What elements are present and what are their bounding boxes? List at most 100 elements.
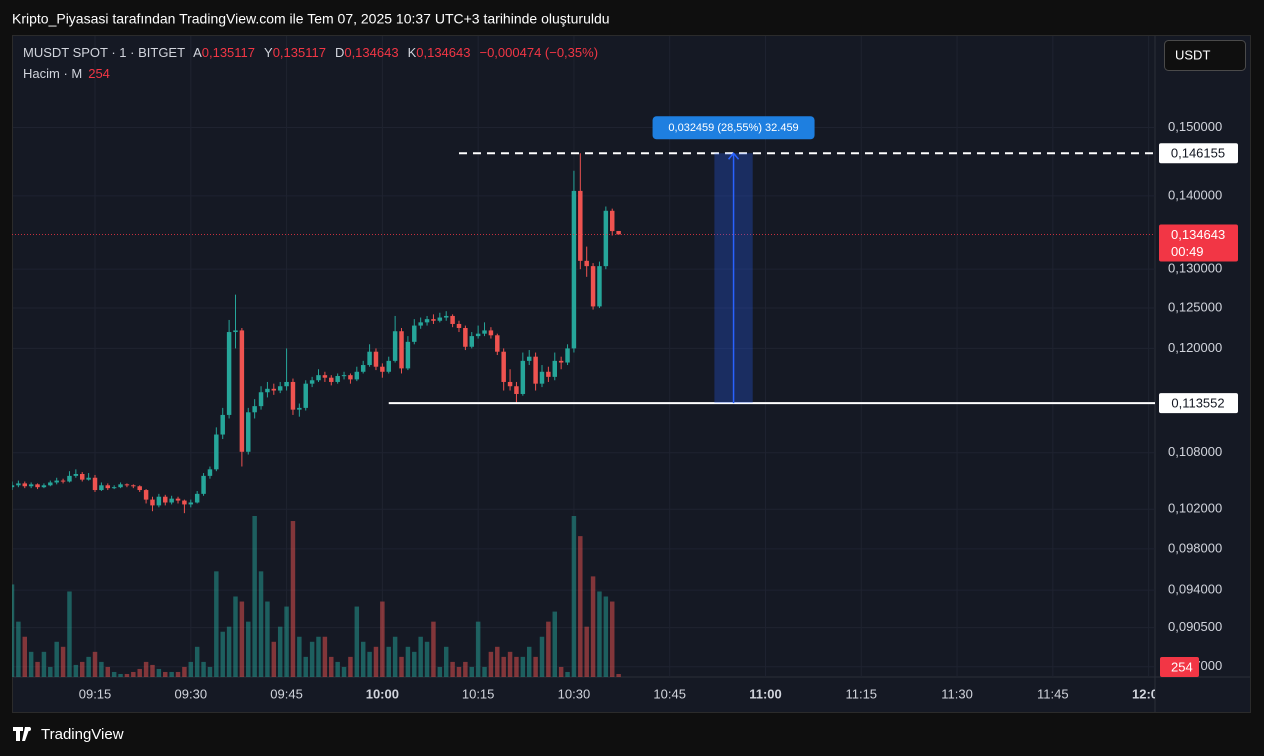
candle-body — [92, 477, 98, 491]
volume-bar — [463, 661, 468, 677]
volume-bar — [475, 621, 481, 677]
candle-body — [367, 351, 372, 366]
candle-body — [80, 473, 85, 480]
volume-bar — [495, 646, 500, 677]
x-tick-label: 09:15 — [79, 686, 112, 701]
candle-body — [418, 322, 423, 326]
volume-bar — [539, 636, 545, 677]
footer-logo — [13, 727, 31, 741]
axes: 0,150000 0,140000 0,130000 0,125000 0,120000… — [79, 116, 1238, 701]
y-tick-label: 0,098000 — [1168, 540, 1222, 555]
candle-body — [424, 319, 430, 323]
volume-bar — [341, 666, 347, 677]
price-badge-label: 0,146155 — [1171, 146, 1225, 161]
volume-bar — [54, 641, 59, 677]
volume-bar — [386, 646, 391, 677]
volume-bar — [41, 651, 47, 677]
candle-body — [124, 484, 130, 486]
candle-body — [41, 485, 47, 488]
volume-bar — [609, 601, 615, 677]
candle-body — [137, 486, 142, 491]
volume-bar — [163, 671, 168, 677]
volume-bar — [482, 666, 487, 677]
y-tick-label: 0,150000 — [1168, 119, 1222, 134]
volume-bar — [246, 621, 251, 677]
legend-key: D — [335, 45, 344, 60]
candle-body — [392, 331, 398, 361]
candle-body — [309, 380, 315, 384]
candle-body — [105, 485, 111, 489]
price-badge — [1159, 143, 1238, 164]
candle-body — [354, 371, 360, 380]
volume-bar — [578, 536, 583, 677]
legend-change: −0,000474 (−0,35%) — [479, 45, 598, 60]
volume-bar — [424, 641, 430, 677]
volume-bar — [399, 656, 404, 677]
volume-bar — [616, 673, 621, 677]
chart-panel — [12, 35, 1251, 713]
volume-bar — [603, 596, 609, 677]
candle-body — [450, 315, 455, 324]
volume-bar — [501, 656, 506, 677]
currency[interactable]: USDT — [1175, 47, 1210, 62]
candle-body — [533, 356, 538, 384]
candle-body — [609, 210, 615, 232]
volume-bar — [214, 571, 219, 677]
candle-body — [475, 333, 481, 337]
candle-body — [329, 377, 334, 382]
candle-body — [469, 336, 474, 347]
candle-body — [16, 483, 21, 486]
x-tick-label: 11:15 — [845, 686, 877, 701]
candle-body — [603, 210, 609, 267]
volume-bar — [297, 636, 302, 677]
candle-body — [373, 351, 379, 367]
volume-legend: Hacim · M 254 — [23, 66, 110, 81]
volume-bar — [456, 666, 462, 677]
volume-bar — [520, 656, 526, 677]
volume-bar — [12, 584, 15, 677]
volume-bar — [239, 601, 245, 677]
volume-bar — [118, 673, 123, 677]
volume-bar — [35, 661, 40, 677]
volume-bar — [443, 646, 449, 677]
candle-body — [437, 317, 443, 321]
volume-bar — [597, 591, 602, 677]
candle-body — [514, 386, 519, 394]
legend-title: MUSDT SPOT · 1 · BITGET — [23, 45, 185, 60]
candle-body — [584, 260, 589, 267]
volume-bar — [405, 646, 411, 677]
volume-bar — [309, 641, 315, 677]
volume-bar — [590, 576, 596, 677]
grid — [13, 36, 1155, 677]
x-tick-label: 12:00 — [1132, 686, 1165, 701]
candle-body — [322, 375, 328, 378]
y-tick-label: 0,125000 — [1168, 299, 1222, 314]
candle-body — [456, 323, 462, 328]
volume-bar — [233, 596, 238, 677]
price-badge — [1159, 393, 1238, 414]
candles — [12, 153, 621, 514]
volume-badge-label: 254 — [1171, 659, 1193, 674]
volume-bar — [182, 666, 187, 677]
x-tick-label: 09:45 — [270, 686, 303, 701]
candle-body — [111, 487, 117, 489]
volume-bar — [392, 636, 398, 677]
volume-bar — [367, 651, 372, 677]
volume-bar — [418, 636, 423, 677]
volume-bar — [469, 666, 474, 677]
volume-bar — [565, 671, 570, 677]
candle-body — [590, 266, 596, 307]
volume-bar — [284, 606, 289, 677]
volume-bar — [220, 631, 225, 677]
currency-button[interactable] — [1164, 40, 1246, 71]
candle-body — [520, 360, 526, 394]
candle-body — [571, 190, 577, 349]
volume-bar — [526, 646, 532, 677]
volume-bar — [80, 661, 85, 677]
volume-bar — [201, 661, 206, 677]
volume-bar — [188, 661, 194, 677]
y-tick-label: 0,108000 — [1168, 444, 1222, 459]
countdown: 00:49 — [1171, 244, 1204, 259]
candle-body — [131, 485, 136, 487]
volume-bar — [137, 668, 142, 677]
